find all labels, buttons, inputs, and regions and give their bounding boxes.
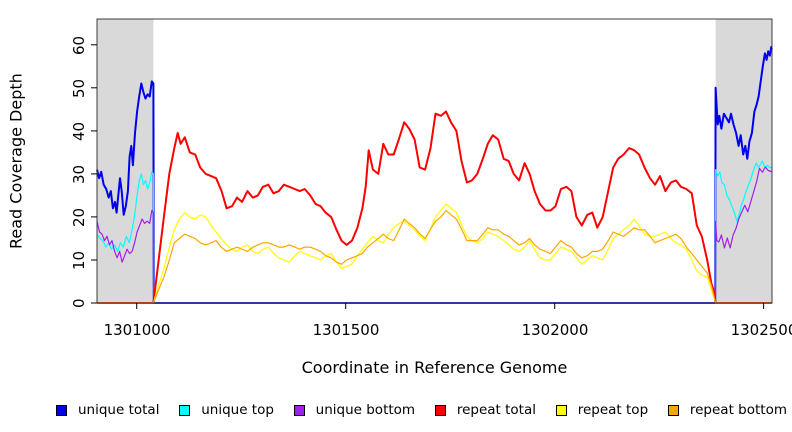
legend-swatch-icon — [667, 404, 679, 416]
series-unique-bottom — [96, 166, 773, 304]
shaded-region — [97, 19, 154, 303]
legend-item: repeat total — [434, 402, 536, 418]
legend-item-label: repeat top — [577, 402, 649, 418]
legend-swatch-icon — [555, 404, 567, 416]
legend-item: unique total — [56, 402, 159, 418]
legend: unique total unique top unique bottom repea… — [56, 399, 787, 421]
x-tick-label: 1301500 — [312, 321, 380, 339]
x-tick-label: 1302500 — [730, 321, 792, 339]
y-tick-label: 60 — [70, 35, 88, 55]
x-tick-label: 1301000 — [103, 321, 171, 339]
legend-item: repeat top — [555, 402, 649, 418]
legend-item-label: unique total — [78, 402, 160, 418]
legend-swatch-icon — [179, 404, 191, 416]
series-repeat-total — [97, 110, 772, 304]
legend-item-label: repeat total — [456, 402, 536, 418]
x-axis-label: Coordinate in Reference Genome — [301, 358, 568, 377]
legend-item: unique top — [179, 402, 274, 418]
y-axis-label: Read Coverage Depth — [6, 73, 26, 249]
legend-item: repeat bottom — [667, 402, 787, 418]
x-tick-label: 1302000 — [521, 321, 589, 339]
legend-item-label: unique bottom — [315, 402, 416, 418]
legend-swatch-icon — [293, 404, 305, 416]
legend-item-label: repeat bottom — [689, 402, 787, 418]
legend-item-label: unique top — [201, 402, 274, 418]
legend-swatch-icon — [434, 404, 446, 416]
series-repeat-top — [97, 203, 772, 304]
legend-swatch-icon — [56, 404, 67, 416]
legend-item: unique bottom — [293, 402, 416, 418]
series-repeat-bottom — [97, 209, 772, 304]
plot-box — [96, 18, 773, 304]
series-unique-total — [96, 46, 773, 304]
